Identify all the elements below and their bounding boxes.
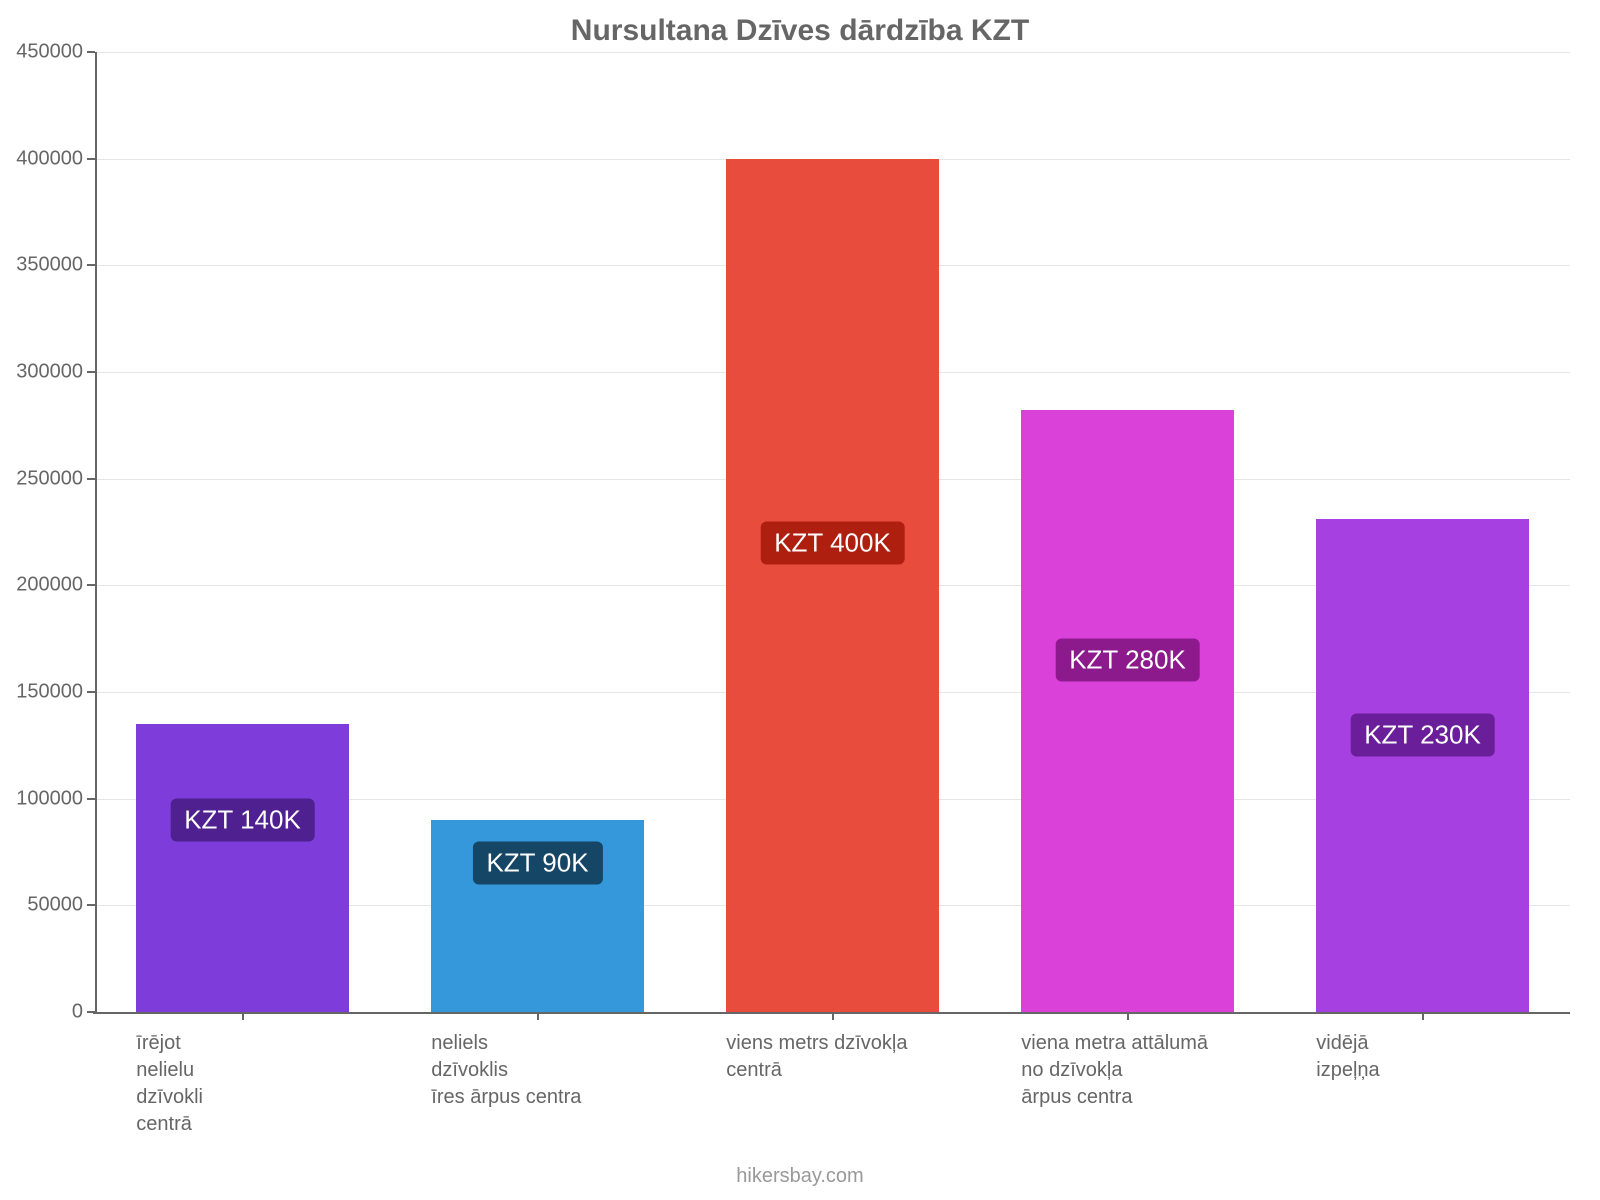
y-tick-label: 100000 bbox=[16, 787, 83, 810]
bar bbox=[1316, 519, 1528, 1012]
chart-title: Nursultana Dzīves dārdzība KZT bbox=[0, 14, 1600, 48]
bar-value-label: KZT 230K bbox=[1350, 713, 1495, 756]
y-tick-label: 400000 bbox=[16, 147, 83, 170]
y-tick-mark bbox=[87, 904, 95, 906]
y-tick-mark bbox=[87, 584, 95, 586]
bar bbox=[726, 159, 938, 1012]
bar bbox=[136, 724, 348, 1012]
x-category-label: īrējotnelieludzīvoklicentrā bbox=[136, 1030, 378, 1138]
y-tick-mark bbox=[87, 51, 95, 53]
y-tick-mark bbox=[87, 798, 95, 800]
y-tick-mark bbox=[87, 158, 95, 160]
y-tick-label: 300000 bbox=[16, 361, 83, 384]
y-tick-mark bbox=[87, 371, 95, 373]
y-tick-mark bbox=[87, 691, 95, 693]
y-axis-line bbox=[95, 52, 97, 1012]
x-category-label: viena metra attālumāno dzīvokļaārpus cen… bbox=[1021, 1030, 1263, 1111]
y-tick-label: 50000 bbox=[27, 894, 83, 917]
y-tick-mark bbox=[87, 478, 95, 480]
y-gridline bbox=[95, 52, 1570, 53]
cost-of-living-bar-chart: Nursultana Dzīves dārdzība KZT KZT 140KK… bbox=[0, 0, 1600, 1200]
bar-value-label: KZT 400K bbox=[760, 521, 905, 564]
x-category-label: viens metrs dzīvokļacentrā bbox=[726, 1030, 968, 1084]
bar bbox=[1021, 410, 1233, 1012]
y-tick-label: 250000 bbox=[16, 467, 83, 490]
x-axis-line bbox=[93, 1012, 1570, 1014]
y-tick-label: 150000 bbox=[16, 681, 83, 704]
y-tick-label: 350000 bbox=[16, 254, 83, 277]
bar-value-label: KZT 280K bbox=[1055, 639, 1200, 682]
y-tick-label: 0 bbox=[72, 1001, 83, 1024]
x-category-label: nelielsdzīvoklisīres ārpus centra bbox=[431, 1030, 673, 1111]
bar-value-label: KZT 140K bbox=[170, 799, 315, 842]
plot-area: KZT 140K KZT 90K KZT 400K KZT 280K KZT 230K bbox=[95, 52, 1570, 1012]
chart-attribution: hikersbay.com bbox=[0, 1165, 1600, 1188]
bar-value-label: KZT 90K bbox=[472, 841, 602, 884]
y-tick-label: 450000 bbox=[16, 41, 83, 64]
x-category-label: vidējāizpeļņa bbox=[1316, 1030, 1558, 1084]
y-tick-label: 200000 bbox=[16, 574, 83, 597]
y-tick-mark bbox=[87, 264, 95, 266]
